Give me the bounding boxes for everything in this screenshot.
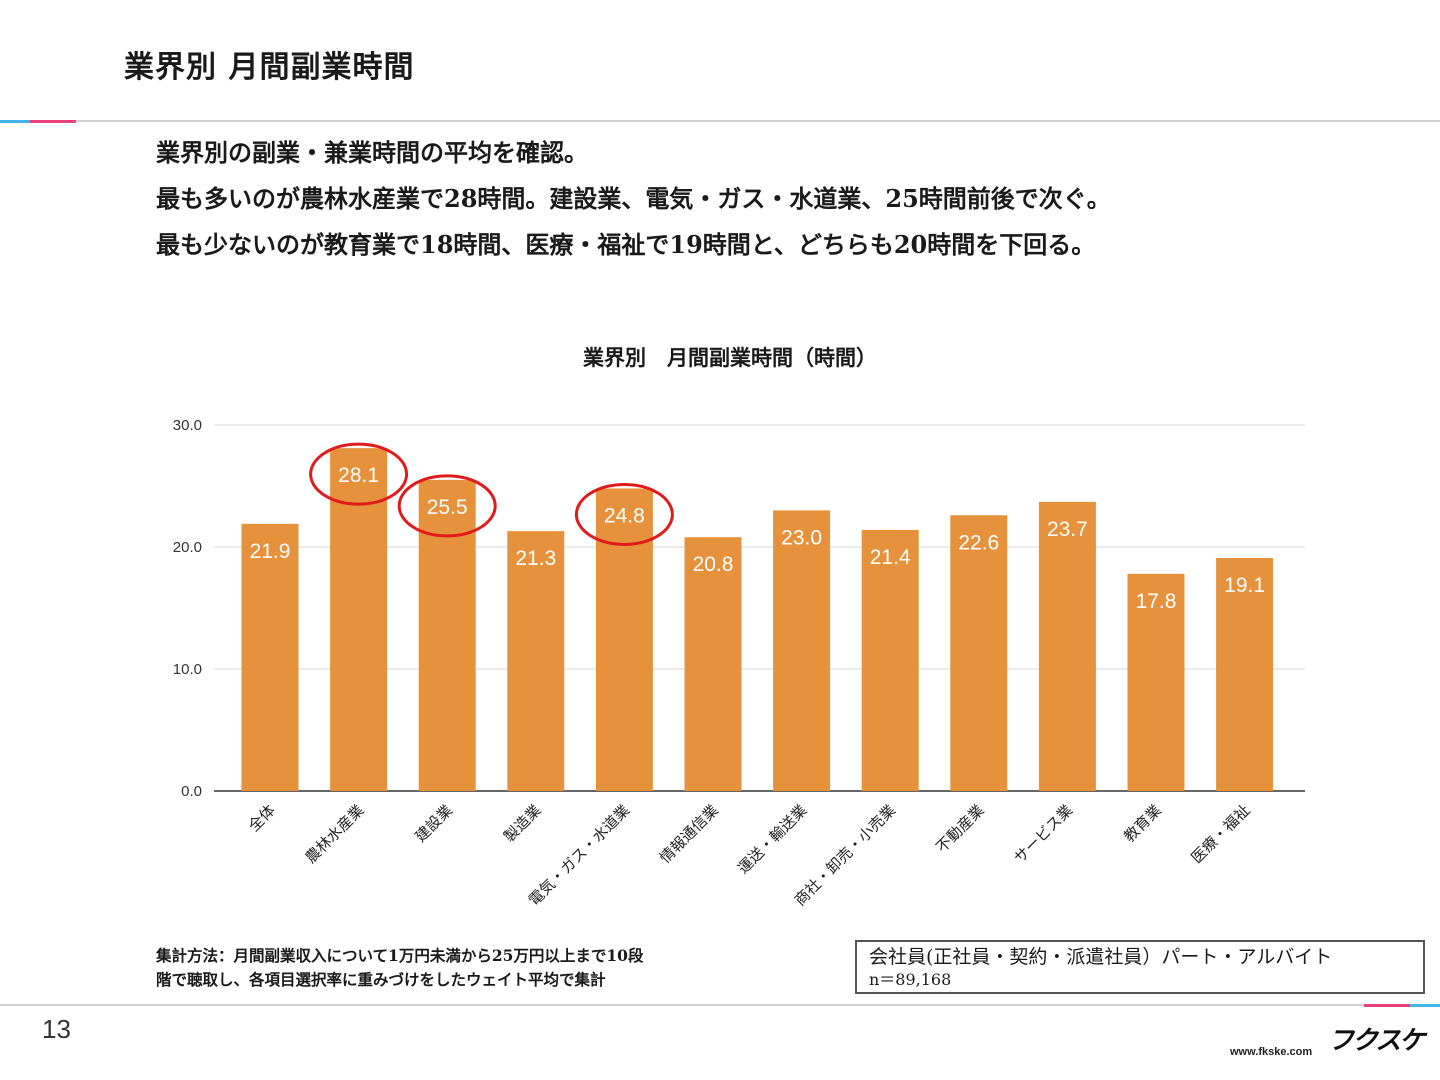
summary-line: 業界別の副業・兼業時間の平均を確認。 <box>156 138 588 167</box>
bar-value-label: 24.8 <box>604 504 645 527</box>
y-tick-label: 10.0 <box>173 661 202 678</box>
x-category-label: 不動産業 <box>932 801 987 856</box>
bar <box>595 488 653 791</box>
bar <box>861 529 919 791</box>
bar-value-label: 17.8 <box>1136 590 1177 613</box>
x-category-label: 商社・卸売・小売業 <box>791 801 899 909</box>
method-note-line: 集計方法：月間副業収入について1万円未満から25万円以上まで10段 <box>156 946 644 965</box>
x-category-label: 運送・輸送業 <box>734 801 810 877</box>
x-category-label: 建設業 <box>411 801 456 846</box>
bar <box>241 523 299 791</box>
footer-divider <box>0 1004 1440 1006</box>
footer-accent-pink <box>1364 1004 1410 1007</box>
brand-logo: フクスケ <box>1328 1026 1425 1056</box>
bar-value-label: 25.5 <box>427 496 468 519</box>
x-category-label: 電気・ガス・水道業 <box>525 801 633 909</box>
y-tick-label: 20.0 <box>173 539 202 556</box>
chart-title: 業界別 月間副業時間（時間） <box>583 345 877 370</box>
x-category-label: 教育業 <box>1120 801 1165 846</box>
x-category-label: 製造業 <box>500 801 545 846</box>
method-note: 集計方法：月間副業収入について1万円未満から25万円以上まで10段 階で聴取し、… <box>156 944 643 992</box>
bar-value-label: 21.3 <box>515 547 556 570</box>
highlight-circle <box>397 474 497 538</box>
sample-target: 会社員(正社員・契約・派遣社員）パート・アルバイト <box>869 946 1333 968</box>
method-note-line: 階で聴取し、各項目選択率に重みづけをしたウェイト平均で集計 <box>156 970 606 989</box>
bar <box>1038 501 1096 791</box>
header-divider <box>0 120 1440 122</box>
bar-value-label: 19.1 <box>1224 574 1265 597</box>
bar <box>684 537 742 791</box>
x-category-label: サービス業 <box>1010 801 1076 867</box>
bar <box>418 479 476 791</box>
bar-value-label: 21.4 <box>870 546 911 569</box>
bar <box>950 515 1008 791</box>
x-category-label: 情報通信業 <box>656 801 722 867</box>
summary-line: 最も少ないのが教育業で18時間、医療・福祉で19時間と、どちらも20時間を下回る… <box>156 230 1096 259</box>
bar <box>507 531 565 791</box>
highlight-circle <box>574 482 674 546</box>
y-tick-label: 30.0 <box>173 417 202 434</box>
bar-chart: 0.0 10.0 20.0 30.0 21.9 全体 28.1 農林水産業 25.5 建設業 21.… <box>173 417 1305 909</box>
x-category-label: 全体 <box>245 801 279 835</box>
header-accent-pink <box>30 120 76 123</box>
y-tick-label: 0.0 <box>181 783 202 800</box>
bar-value-label: 21.9 <box>250 540 291 563</box>
bar-value-label: 20.8 <box>693 553 734 576</box>
sample-size: n＝89,168 <box>869 970 952 989</box>
bar-value-label: 28.1 <box>338 464 379 487</box>
slide-title: 業界別 月間副業時間 <box>124 50 415 85</box>
bar-value-label: 22.6 <box>958 531 999 554</box>
footer-accent-blue <box>1410 1004 1440 1007</box>
brand-url: www.fkske.com <box>1230 1046 1313 1058</box>
x-category-label: 農林水産業 <box>302 801 368 867</box>
bar <box>773 510 831 791</box>
bar-value-label: 23.7 <box>1047 518 1088 541</box>
header-accent-blue <box>0 120 30 123</box>
summary-line: 最も多いのが農林水産業で28時間。建設業、電気・ガス・水道業、25時間前後で次ぐ… <box>156 184 1111 213</box>
bar-value-label: 23.0 <box>781 526 822 549</box>
summary-text: 業界別の副業・兼業時間の平均を確認。 最も多いのが農林水産業で28時間。建設業、… <box>156 136 1111 274</box>
bar <box>1216 557 1274 791</box>
sample-legend-box: 会社員(正社員・契約・派遣社員）パート・アルバイト n＝89,168 <box>855 940 1425 994</box>
page-number: 13 <box>42 1014 71 1044</box>
x-category-label: 医療・福祉 <box>1188 801 1254 867</box>
bar <box>330 448 388 791</box>
highlight-circle <box>309 442 409 506</box>
bar <box>1127 573 1185 791</box>
